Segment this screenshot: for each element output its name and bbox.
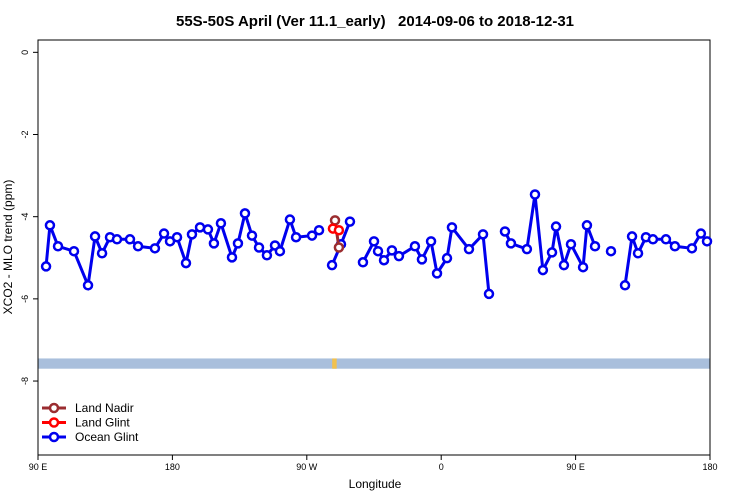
point xyxy=(686,243,698,254)
point xyxy=(239,208,251,219)
point xyxy=(96,248,108,259)
point xyxy=(333,242,345,253)
point xyxy=(246,230,258,241)
point xyxy=(701,236,713,247)
x-tick-label: 90 W xyxy=(296,462,318,472)
plot-frame xyxy=(37,39,711,456)
point xyxy=(313,224,325,236)
point xyxy=(290,231,302,243)
point xyxy=(326,259,338,271)
land-band xyxy=(332,358,337,369)
point xyxy=(344,216,356,227)
point xyxy=(253,242,265,253)
point xyxy=(647,234,659,245)
point xyxy=(425,236,437,247)
point xyxy=(695,228,707,239)
y-tick-label: -6 xyxy=(20,295,30,303)
point xyxy=(632,248,644,259)
point xyxy=(368,236,380,247)
point xyxy=(409,241,421,252)
legend-marker xyxy=(48,402,60,414)
point xyxy=(546,247,558,258)
legend-label: Land Glint xyxy=(75,416,130,430)
point xyxy=(226,252,238,263)
point xyxy=(441,252,453,264)
point xyxy=(111,234,123,245)
point xyxy=(284,214,296,225)
ocean-band xyxy=(38,358,710,369)
point xyxy=(186,229,198,240)
point xyxy=(393,250,405,262)
point xyxy=(558,259,570,271)
x-tick-label: 180 xyxy=(702,462,717,472)
point xyxy=(180,257,192,269)
point xyxy=(89,231,101,242)
point xyxy=(132,241,144,252)
point xyxy=(372,245,384,257)
point xyxy=(605,245,617,257)
point xyxy=(626,231,638,242)
point xyxy=(232,238,244,249)
point xyxy=(124,234,136,245)
point xyxy=(463,243,475,255)
x-axis-label: Longitude xyxy=(349,477,402,491)
legend-marker xyxy=(48,417,60,428)
point xyxy=(550,221,562,232)
y-tick-label: -4 xyxy=(20,213,30,221)
y-tick-label: -8 xyxy=(20,377,30,385)
point xyxy=(40,261,52,272)
point xyxy=(416,254,428,265)
point xyxy=(333,224,345,236)
legend-label: Ocean Glint xyxy=(75,430,139,444)
x-tick-label: 90 E xyxy=(566,462,585,472)
point xyxy=(446,222,458,233)
point xyxy=(589,241,601,252)
point xyxy=(149,243,161,254)
point xyxy=(274,245,286,257)
point xyxy=(215,218,227,229)
point xyxy=(52,241,64,252)
point xyxy=(581,220,593,231)
point xyxy=(521,243,533,255)
point xyxy=(565,238,577,250)
x-tick-label: 0 xyxy=(439,462,444,472)
y-axis-label: XCO2 - MLO trend (ppm) xyxy=(1,180,15,315)
x-tick-label: 180 xyxy=(165,462,180,472)
point xyxy=(357,257,369,268)
point xyxy=(529,189,541,200)
point xyxy=(477,229,489,240)
point xyxy=(261,250,273,261)
point xyxy=(537,264,549,276)
chart-title: 55S-50S April (Ver 11.1_early) 2014-09-0… xyxy=(176,13,574,30)
point xyxy=(68,245,80,257)
point xyxy=(499,226,511,237)
y-tick-label: -2 xyxy=(20,130,30,138)
point xyxy=(378,254,390,266)
point xyxy=(660,234,672,245)
point xyxy=(386,245,398,256)
point xyxy=(619,280,631,291)
point xyxy=(431,268,443,279)
point xyxy=(483,288,495,300)
x-tick-label: 90 E xyxy=(29,462,48,472)
point xyxy=(505,238,517,249)
point xyxy=(158,228,170,239)
y-tick-label: 0 xyxy=(20,50,30,55)
point xyxy=(44,220,56,231)
point xyxy=(202,224,214,235)
point xyxy=(306,230,318,241)
point xyxy=(208,238,220,249)
point xyxy=(577,261,589,273)
legend-marker xyxy=(48,431,60,443)
point xyxy=(171,231,183,243)
legend-label: Land Nadir xyxy=(75,401,134,415)
point xyxy=(669,241,681,252)
point xyxy=(82,280,94,291)
point xyxy=(329,215,341,226)
